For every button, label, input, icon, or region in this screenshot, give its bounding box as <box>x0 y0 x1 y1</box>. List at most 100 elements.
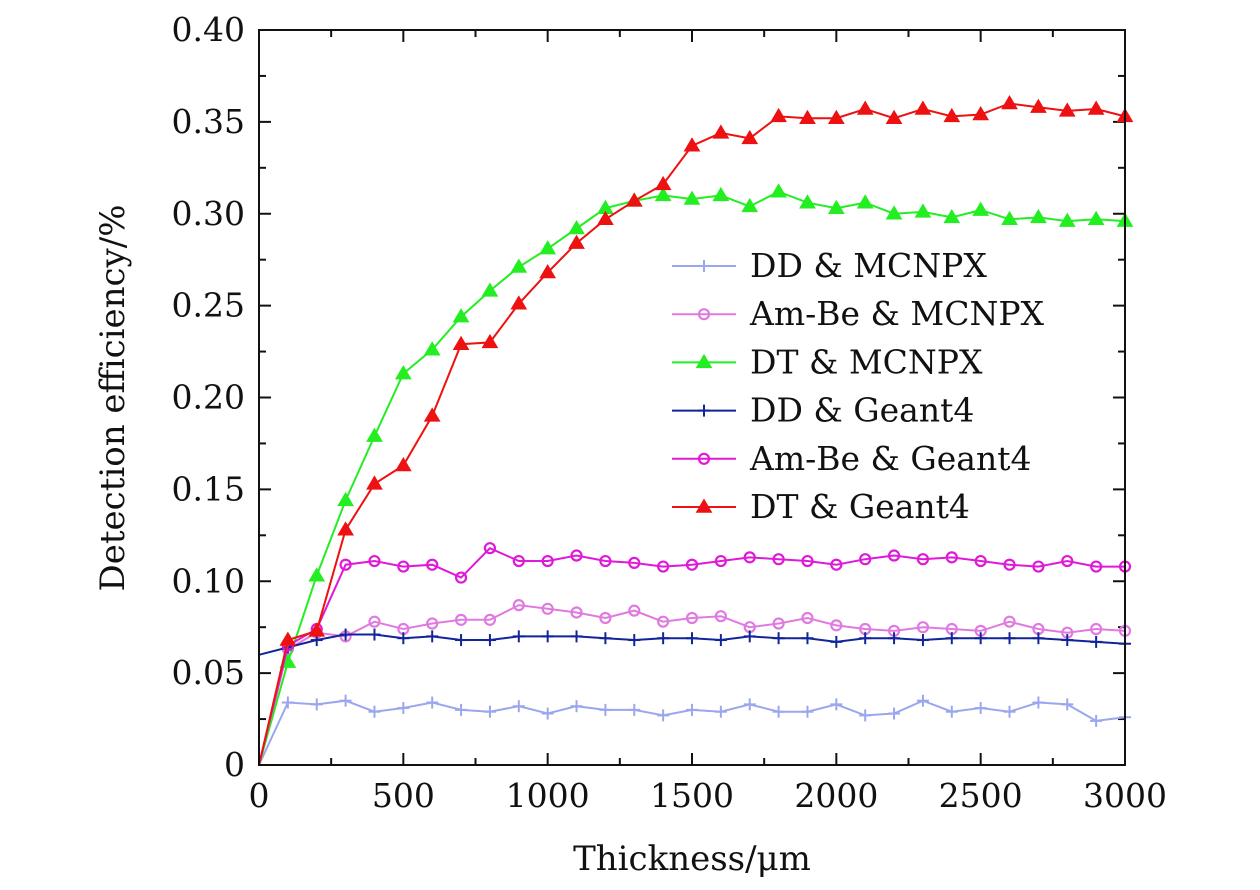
x-tick-label: 1500 <box>650 776 734 815</box>
data-point <box>452 308 470 323</box>
data-point <box>1003 558 1016 571</box>
data-point <box>888 632 901 645</box>
data-point <box>483 542 497 555</box>
data-point <box>657 709 670 722</box>
data-point <box>657 632 670 645</box>
data-point <box>1001 95 1018 110</box>
data-point <box>714 610 727 623</box>
legend-label: DT & MCNPX <box>750 342 983 381</box>
data-point <box>827 109 845 124</box>
legend-label: DD & MCNPX <box>750 246 987 285</box>
data-point <box>856 194 874 209</box>
data-point <box>510 258 528 273</box>
data-point <box>916 634 929 647</box>
y-tick-label: 0 <box>224 745 245 784</box>
data-point <box>712 124 730 139</box>
data-point <box>397 632 410 645</box>
data-point <box>770 183 787 198</box>
data-point <box>743 630 756 643</box>
data-point <box>1058 102 1076 117</box>
series-line <box>258 547 1125 766</box>
data-point <box>743 551 756 564</box>
data-point <box>801 611 814 625</box>
data-point <box>914 100 932 115</box>
legend-item: DT & Geant4 <box>672 487 970 526</box>
data-point <box>686 703 698 716</box>
data-point <box>1087 100 1105 115</box>
legend-marker <box>697 308 711 321</box>
data-point <box>859 709 872 722</box>
data-point <box>570 549 583 562</box>
data-point <box>279 631 297 646</box>
legend-label: Am-Be & Geant4 <box>749 439 1031 478</box>
data-point <box>972 201 990 216</box>
data-point <box>454 571 468 584</box>
data-point <box>308 567 326 582</box>
data-point <box>541 707 554 720</box>
x-tick-label: 2500 <box>939 776 1023 815</box>
data-point <box>512 630 525 643</box>
data-point <box>481 282 499 297</box>
data-point <box>974 702 987 715</box>
data-point <box>510 295 528 310</box>
data-point <box>743 698 756 711</box>
data-point <box>1030 208 1047 224</box>
data-point <box>628 634 641 647</box>
data-point <box>368 615 381 628</box>
series-line <box>258 604 1126 766</box>
data-point <box>830 619 843 632</box>
series-line <box>258 190 1126 766</box>
series-2 <box>258 599 1132 766</box>
data-point <box>772 617 785 630</box>
data-point <box>685 611 699 625</box>
legend-item: Am-Be & Geant4 <box>672 439 1031 478</box>
data-point <box>714 554 727 568</box>
data-point <box>308 622 326 637</box>
data-point <box>366 475 383 490</box>
series-4 <box>258 628 1131 656</box>
data-point <box>830 558 843 571</box>
data-point <box>1003 632 1016 645</box>
y-tick-label: 0.20 <box>172 378 245 417</box>
y-tick-label: 0.05 <box>172 653 245 692</box>
data-point <box>368 628 381 641</box>
data-point <box>1090 622 1103 636</box>
data-point <box>339 628 352 641</box>
data-point <box>714 705 727 718</box>
data-point <box>455 703 468 716</box>
x-tick-label: 0 <box>249 776 270 815</box>
data-point <box>570 700 583 713</box>
data-point <box>943 208 961 224</box>
data-point <box>483 634 496 647</box>
data-point <box>512 700 525 713</box>
data-point <box>568 234 585 249</box>
data-point <box>483 705 496 718</box>
legend-marker <box>697 452 711 465</box>
data-point <box>916 621 930 634</box>
data-point <box>772 553 785 566</box>
data-point <box>974 554 987 568</box>
data-point <box>483 613 497 626</box>
data-point <box>714 634 727 647</box>
data-point <box>657 560 670 573</box>
data-point <box>337 491 354 507</box>
series-5 <box>258 542 1132 766</box>
y-tick-label: 0.30 <box>172 194 245 233</box>
data-point <box>943 107 961 123</box>
legend-item: DD & MCNPX <box>672 246 987 285</box>
data-point <box>368 705 381 718</box>
data-point <box>481 333 499 349</box>
series-lines <box>258 95 1134 766</box>
data-point <box>799 109 816 124</box>
data-point <box>599 554 612 568</box>
data-point <box>1058 212 1076 227</box>
data-point <box>1061 554 1074 568</box>
data-point <box>452 335 470 350</box>
data-point <box>741 197 759 213</box>
legend-label: DT & Geant4 <box>750 487 970 526</box>
y-tick-label: 0.15 <box>172 469 245 508</box>
data-point <box>1087 210 1105 226</box>
data-point <box>570 630 583 643</box>
data-point <box>799 194 816 209</box>
data-point <box>426 617 439 630</box>
